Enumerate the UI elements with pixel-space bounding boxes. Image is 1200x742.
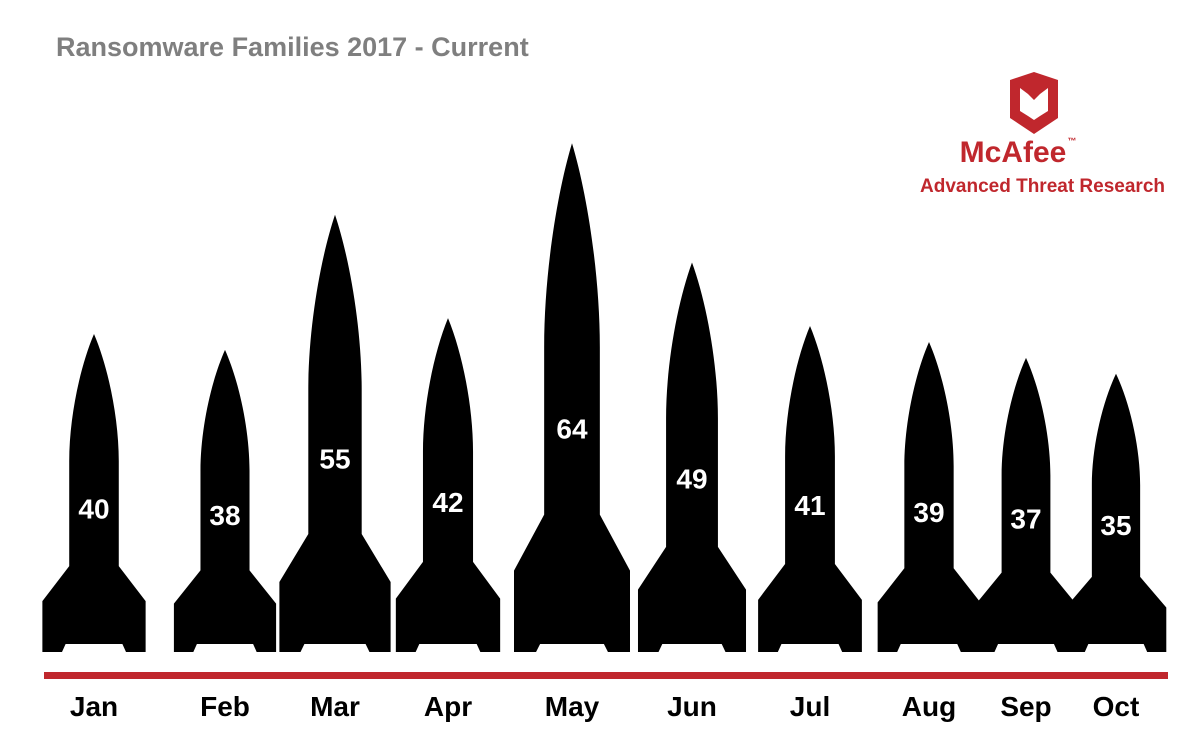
value-labels: 40 38 55 42 64 49 41 39 37 35	[78, 413, 1131, 541]
value-label-aug: 39	[913, 497, 944, 528]
x-tick-label-jul: Jul	[790, 691, 830, 722]
rocket-bar-apr	[395, 318, 501, 652]
x-tick-label-oct: Oct	[1093, 691, 1140, 722]
value-label-jul: 41	[794, 490, 825, 521]
rocket-bar-jun	[637, 262, 747, 652]
mcafee-brand: McAfee™ Advanced Threat Research	[900, 68, 1195, 208]
rocket-bar-jan	[42, 334, 146, 652]
x-tick-labels: Jan Feb Mar Apr May Jun Jul Aug Sep Oct	[70, 691, 1139, 722]
x-tick-label-sep: Sep	[1000, 691, 1051, 722]
x-tick-label-feb: Feb	[200, 691, 250, 722]
rocket-bar-sep	[975, 357, 1077, 652]
x-tick-label-jan: Jan	[70, 691, 118, 722]
x-tick-label-mar: Mar	[310, 691, 360, 722]
rocket-bar-may	[514, 143, 630, 652]
x-tick-label-may: May	[545, 691, 600, 722]
rocket-bar-jul	[758, 326, 862, 652]
chart-title: Ransomware Families 2017 - Current	[56, 32, 529, 62]
value-label-jan: 40	[78, 493, 109, 524]
value-label-jun: 49	[676, 463, 707, 494]
brand-name: McAfee™	[900, 136, 1136, 170]
brand-trademark: ™	[1067, 136, 1077, 146]
brand-name-text: McAfee	[959, 136, 1067, 169]
value-label-apr: 42	[432, 487, 463, 518]
rocket-bar-oct	[1065, 373, 1167, 652]
value-label-feb: 38	[209, 500, 240, 531]
x-tick-label-aug: Aug	[902, 691, 956, 722]
rocket-bar-aug	[877, 341, 981, 652]
x-tick-label-apr: Apr	[424, 691, 472, 722]
value-label-may: 64	[556, 413, 588, 444]
baseline-axis	[44, 672, 1168, 679]
value-label-sep: 37	[1010, 503, 1041, 534]
brand-subtitle: Advanced Threat Research	[920, 176, 1165, 197]
rocket-bar-mar	[279, 214, 391, 652]
rocket-bar-feb	[173, 349, 277, 652]
rocket-bars	[42, 143, 1167, 652]
value-label-mar: 55	[319, 443, 350, 474]
x-tick-label-jun: Jun	[667, 691, 717, 722]
mcafee-shield-icon	[1010, 72, 1058, 134]
value-label-oct: 35	[1100, 510, 1131, 541]
